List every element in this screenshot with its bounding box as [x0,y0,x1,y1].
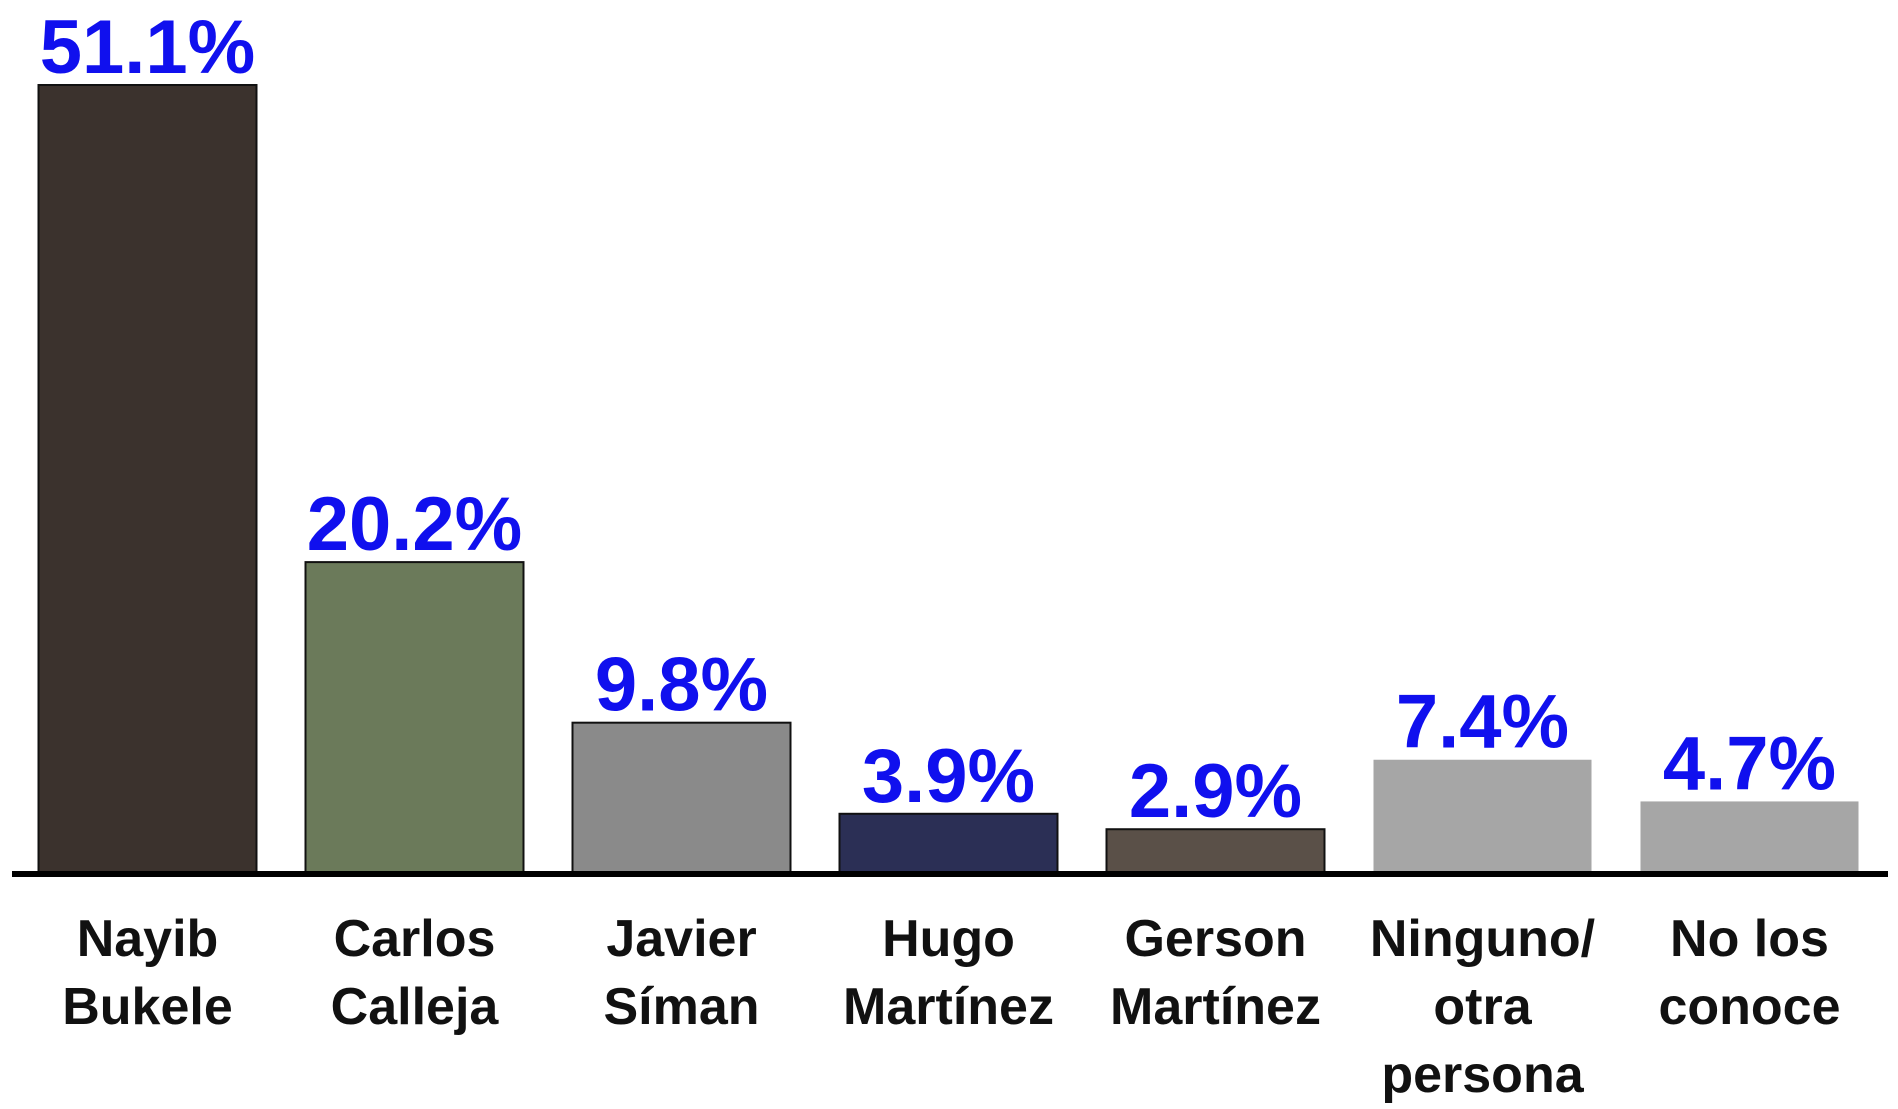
value-label: 4.7% [1663,721,1836,806]
value-label: 51.1% [40,5,256,90]
value-label: 9.8% [595,643,768,728]
category-label: Nayib Bukele [14,905,281,1041]
category-label: Hugo Martínez [815,905,1082,1041]
value-label: 20.2% [307,482,523,567]
category-label: Ninguno/ otra persona [1349,905,1616,1109]
category-label: Javier Síman [548,905,815,1041]
bar [1374,760,1592,874]
value-label: 3.9% [862,734,1035,819]
bar [306,562,524,874]
bar [1641,801,1859,874]
category-label: Carlos Calleja [281,905,548,1041]
value-label: 2.9% [1129,749,1302,834]
bar [840,814,1058,874]
category-label: Gerson Martínez [1082,905,1349,1041]
bar [39,85,257,874]
bar [573,723,791,874]
value-label: 7.4% [1396,680,1569,765]
bar [1107,829,1325,874]
category-label: No los conoce [1616,905,1883,1041]
chart: 51.1% 20.2% 9.8% 3.9% 2.9% 7.4% 4.7% Nayib Buk… [0,0,1898,1106]
